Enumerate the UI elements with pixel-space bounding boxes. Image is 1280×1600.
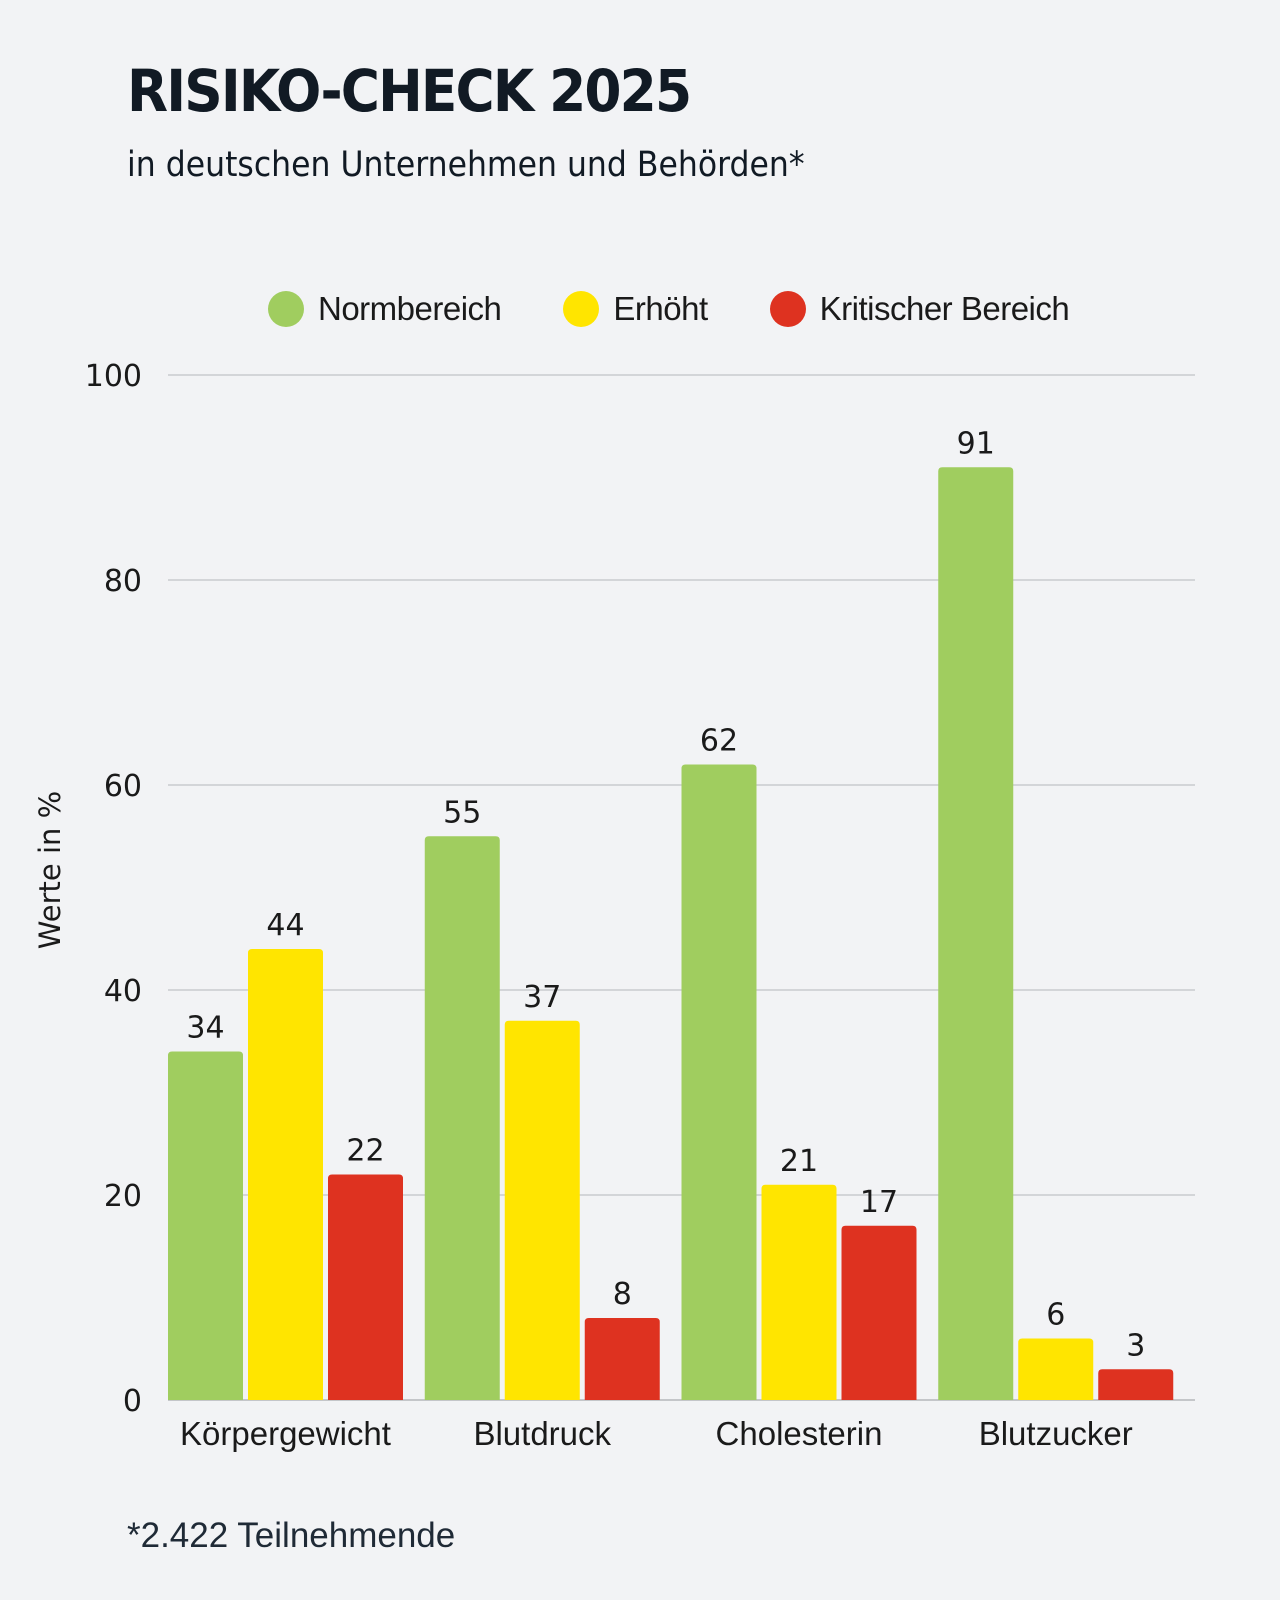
value-label: 44 [266, 908, 304, 943]
y-tick-label: 80 [104, 564, 142, 599]
bar-kritischer-bereich [328, 1174, 403, 1400]
value-label: 62 [700, 724, 738, 759]
x-tick-label: Blutdruck [473, 1415, 611, 1452]
chart-title: RISIKO-CHECK 2025 [127, 57, 692, 125]
x-axis-labels: Körpergewicht Blutdruck Cholesterin Blutzuc… [180, 1415, 1133, 1452]
value-label: 22 [346, 1134, 384, 1169]
value-label: 3 [1126, 1328, 1145, 1363]
x-tick-label: Körpergewicht [180, 1415, 391, 1452]
legend-label: Kritischer Bereich [819, 290, 1070, 327]
legend-dot-icon [268, 291, 304, 327]
y-tick-label: 40 [104, 974, 142, 1009]
bars [168, 467, 1174, 1400]
legend-label: Normbereich [318, 290, 502, 327]
value-label: 37 [523, 980, 561, 1015]
bar-normbereich [168, 1051, 243, 1400]
legend-item-kritisch: Kritischer Bereich [769, 290, 1070, 328]
value-label: 91 [957, 426, 995, 461]
value-label: 21 [780, 1144, 818, 1179]
bar-kritischer-bereich [841, 1225, 917, 1400]
value-label: 6 [1046, 1298, 1065, 1333]
bar-normbereich [938, 467, 1014, 1400]
y-axis-title: Werte in % [33, 791, 67, 949]
legend: Normbereich Erhöht Kritischer Bereich [268, 290, 1131, 328]
y-tick-label: 100 [85, 359, 142, 394]
value-label: 55 [443, 795, 481, 830]
bar-erhöht [248, 949, 323, 1400]
footnote: *2.422 Teilnehmende [127, 1516, 456, 1555]
bar-erhöht [504, 1020, 580, 1400]
legend-dot-icon [563, 291, 600, 327]
value-label: 17 [860, 1185, 898, 1220]
legend-label: Erhöht [613, 290, 708, 327]
legend-dot-icon [769, 291, 806, 327]
bar-erhöht [1018, 1338, 1094, 1400]
chart-subtitle: in deutschen Unternehmen und Behörden* [127, 145, 805, 185]
bar-kritischer-bereich [1098, 1369, 1174, 1400]
value-label: 34 [186, 1011, 224, 1046]
legend-item-erhoeht: Erhöht [563, 290, 708, 328]
y-tick-label: 60 [104, 769, 142, 804]
x-tick-label: Cholesterin [716, 1415, 883, 1452]
x-tick-label: Blutzucker [979, 1415, 1133, 1452]
y-tick-label: 0 [123, 1384, 142, 1419]
value-labels: 34 44 22 55 37 8 62 21 17 91 6 3 [186, 426, 1145, 1363]
legend-item-normbereich: Normbereich [268, 290, 502, 328]
bar-normbereich [681, 764, 757, 1400]
value-label: 8 [613, 1277, 632, 1312]
y-tick-label: 20 [104, 1179, 142, 1214]
bar-kritischer-bereich [584, 1318, 660, 1400]
y-axis-ticks: 0 20 40 60 80 100 [85, 359, 142, 1419]
bar-normbereich [424, 836, 500, 1400]
bar-erhöht [761, 1184, 837, 1400]
